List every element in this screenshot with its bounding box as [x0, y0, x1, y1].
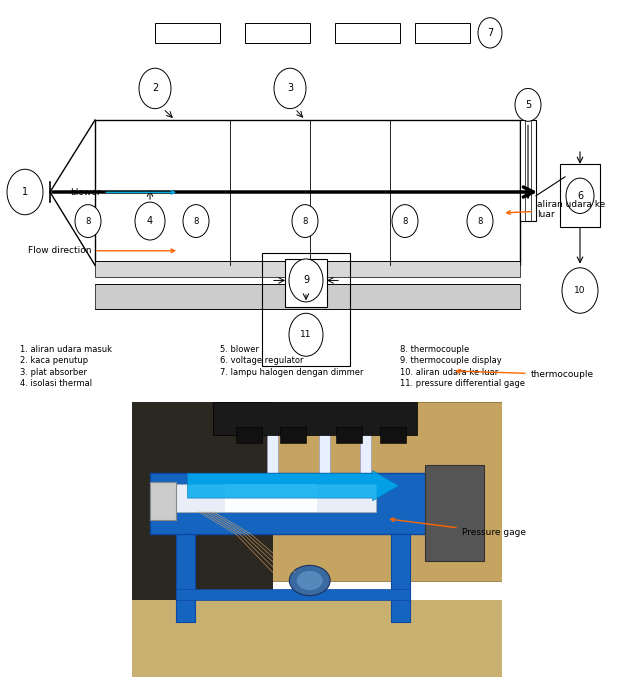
Bar: [245, 23, 310, 43]
Circle shape: [392, 205, 418, 238]
Circle shape: [289, 313, 323, 357]
Text: 10. aliran udara ke luar: 10. aliran udara ke luar: [400, 368, 498, 376]
Text: 9. thermocouple display: 9. thermocouple display: [400, 357, 502, 365]
Text: 3. plat absorber: 3. plat absorber: [20, 368, 87, 376]
Bar: [132, 402, 502, 567]
Bar: [415, 23, 470, 43]
Text: 11. pressure differential gage: 11. pressure differential gage: [400, 379, 525, 388]
Circle shape: [467, 205, 493, 238]
Bar: [520, 120, 536, 221]
Bar: [236, 427, 262, 443]
Text: 10: 10: [574, 286, 586, 295]
Circle shape: [478, 18, 502, 48]
Circle shape: [297, 571, 323, 590]
Circle shape: [274, 68, 306, 109]
Text: 8: 8: [193, 216, 198, 225]
Text: thermocouple: thermocouple: [457, 370, 594, 379]
Text: Pressure gage: Pressure gage: [391, 518, 526, 537]
Bar: [95, 262, 520, 277]
Text: 8. thermocouple: 8. thermocouple: [400, 345, 469, 354]
Bar: [225, 484, 317, 512]
Circle shape: [566, 178, 594, 214]
Bar: [95, 120, 520, 265]
Circle shape: [7, 169, 43, 215]
Bar: [161, 484, 376, 512]
Bar: [132, 402, 273, 677]
Text: 8: 8: [302, 216, 308, 225]
Bar: [319, 410, 330, 479]
Text: 7. lampu halogen dengan dimmer: 7. lampu halogen dengan dimmer: [220, 368, 364, 376]
FancyArrow shape: [187, 471, 399, 501]
Bar: [285, 259, 327, 307]
Bar: [176, 523, 195, 622]
Circle shape: [562, 268, 598, 313]
Text: 1. aliran udara masuk: 1. aliran udara masuk: [20, 345, 112, 354]
Text: 3: 3: [287, 83, 293, 93]
Text: 7: 7: [487, 28, 493, 38]
Text: 2: 2: [152, 83, 158, 93]
Circle shape: [135, 202, 165, 240]
Circle shape: [139, 68, 171, 109]
Bar: [335, 427, 362, 443]
Bar: [267, 410, 278, 479]
Text: 2. kaca penutup: 2. kaca penutup: [20, 357, 88, 365]
Bar: [155, 23, 220, 43]
Text: 8: 8: [85, 216, 90, 225]
Text: 4. isolasi thermal: 4. isolasi thermal: [20, 379, 92, 388]
Text: 5: 5: [525, 100, 531, 110]
Bar: [262, 402, 502, 581]
Bar: [262, 253, 350, 366]
Circle shape: [290, 565, 330, 596]
Text: 4: 4: [147, 216, 153, 226]
Text: 6. voltage regulator: 6. voltage regulator: [220, 357, 303, 365]
Bar: [151, 473, 447, 534]
Text: 11: 11: [300, 330, 311, 339]
Bar: [214, 402, 417, 435]
Text: 1: 1: [22, 187, 28, 197]
Circle shape: [515, 89, 541, 122]
Text: 8: 8: [403, 216, 408, 225]
Text: 6: 6: [577, 191, 583, 201]
Bar: [335, 23, 400, 43]
Bar: [280, 427, 306, 443]
Text: 5. blower: 5. blower: [220, 345, 259, 354]
Bar: [360, 410, 371, 479]
Circle shape: [183, 205, 209, 238]
Bar: [380, 427, 406, 443]
Bar: [132, 600, 502, 677]
Bar: [176, 589, 409, 600]
Text: 9: 9: [303, 275, 309, 285]
Text: Flow direction: Flow direction: [28, 246, 175, 256]
Circle shape: [292, 205, 318, 238]
Circle shape: [75, 205, 101, 238]
Text: blower: blower: [70, 188, 175, 197]
Text: aliran udara ke
luar: aliran udara ke luar: [507, 200, 605, 219]
Bar: [425, 465, 484, 561]
Circle shape: [289, 259, 323, 302]
Bar: [560, 164, 600, 227]
Bar: [151, 482, 176, 520]
Bar: [95, 284, 520, 309]
Bar: [391, 523, 409, 622]
Text: 8: 8: [477, 216, 483, 225]
